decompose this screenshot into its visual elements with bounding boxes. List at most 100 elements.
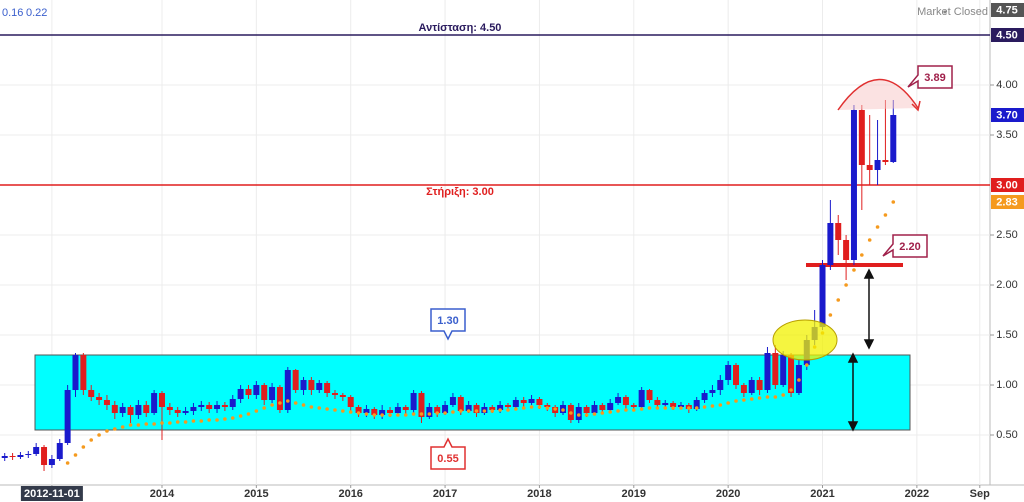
ma-dot bbox=[836, 298, 841, 302]
top-arc bbox=[837, 78, 919, 111]
candle-body bbox=[607, 403, 614, 410]
ma-dot bbox=[482, 409, 487, 413]
candle-body bbox=[347, 397, 354, 407]
candle-body bbox=[111, 405, 118, 413]
price-badge-label: 3.00 bbox=[996, 179, 1017, 191]
ma-dot bbox=[844, 283, 848, 287]
candle-body bbox=[379, 410, 386, 415]
candle-body bbox=[166, 407, 173, 410]
ma-dot bbox=[726, 401, 730, 405]
ma-dot bbox=[325, 407, 329, 411]
ma-dot bbox=[207, 418, 211, 422]
callout-box bbox=[430, 308, 466, 341]
candle-body bbox=[599, 405, 606, 410]
candle-body bbox=[465, 405, 472, 411]
y-tick-label: 1.50 bbox=[996, 329, 1017, 341]
ma-dot bbox=[309, 405, 314, 409]
market-status: Market Closed bbox=[917, 6, 988, 18]
ma-dot bbox=[278, 401, 282, 405]
candle-body bbox=[701, 393, 708, 400]
ma-dot bbox=[396, 413, 400, 417]
candle-body bbox=[693, 400, 700, 409]
ma-dot bbox=[285, 399, 290, 403]
x-tick-label: 2020 bbox=[716, 488, 740, 500]
candle-body bbox=[646, 390, 653, 400]
candle-body bbox=[402, 407, 409, 410]
candle-body bbox=[725, 365, 732, 380]
x-tick-label: 2021 bbox=[810, 488, 834, 500]
price-badge bbox=[991, 108, 1024, 122]
ma-dot bbox=[246, 412, 251, 416]
ma-dot bbox=[348, 410, 353, 414]
ma-dot bbox=[537, 405, 542, 409]
candle-body bbox=[662, 403, 669, 405]
ma-dot bbox=[498, 408, 502, 412]
candle-body bbox=[512, 400, 519, 407]
ma-dot bbox=[765, 395, 770, 399]
ma-dot bbox=[624, 408, 628, 412]
candle-body bbox=[56, 443, 63, 459]
candle-body bbox=[33, 447, 40, 454]
ma-dot bbox=[293, 401, 298, 405]
ma-dot bbox=[89, 438, 94, 442]
candle-body bbox=[135, 405, 142, 415]
ma-dot bbox=[718, 403, 723, 407]
arrows bbox=[847, 268, 875, 432]
ma-dot bbox=[514, 407, 518, 411]
ma-dot bbox=[388, 413, 392, 417]
candle-body bbox=[615, 397, 622, 403]
ma-dot bbox=[608, 410, 612, 414]
candle-body bbox=[316, 383, 323, 390]
y-tick-label: 2.00 bbox=[996, 279, 1017, 291]
ma-dot bbox=[742, 398, 746, 402]
ma-dot bbox=[81, 445, 86, 449]
candle-body bbox=[339, 395, 346, 397]
y-tick-label: 1.00 bbox=[996, 379, 1017, 391]
ma-dot bbox=[97, 433, 101, 437]
y-tick-label: 0.50 bbox=[996, 429, 1017, 441]
price-badge bbox=[991, 195, 1024, 209]
candle-body bbox=[1, 456, 8, 458]
ma-dot bbox=[411, 412, 416, 416]
candle-body bbox=[418, 393, 425, 417]
candle-body bbox=[269, 387, 276, 400]
ma-dot bbox=[403, 413, 408, 417]
candle-body bbox=[284, 370, 291, 410]
ma-dot bbox=[561, 408, 565, 412]
header-value: 0.16 bbox=[2, 7, 23, 19]
ma-dot bbox=[73, 453, 78, 457]
candle-body bbox=[780, 355, 787, 385]
ma-dot bbox=[631, 408, 636, 412]
ma-dot bbox=[364, 412, 369, 416]
candle-body bbox=[276, 387, 283, 410]
candle-body bbox=[827, 223, 834, 265]
ma-dot bbox=[152, 422, 156, 426]
ma-dot bbox=[655, 406, 660, 410]
highlight-ellipse bbox=[772, 319, 838, 361]
ma-dot bbox=[710, 404, 715, 408]
zone bbox=[34, 354, 911, 431]
price-badge bbox=[991, 178, 1024, 192]
candle-body bbox=[622, 397, 629, 405]
candle-body bbox=[449, 397, 456, 405]
candle-body bbox=[25, 454, 32, 455]
candle-body bbox=[371, 409, 378, 415]
ma-dot bbox=[144, 422, 149, 426]
candle-body bbox=[103, 400, 110, 405]
ma-dot bbox=[301, 403, 306, 407]
ma-dot bbox=[860, 253, 864, 257]
price-badge-label: 4.75 bbox=[996, 4, 1017, 16]
candle-body bbox=[772, 353, 779, 385]
ma-dot bbox=[553, 407, 557, 411]
candle-body bbox=[654, 400, 661, 405]
candle-body bbox=[819, 265, 826, 327]
ma-dot bbox=[773, 395, 778, 399]
candle-body bbox=[434, 407, 441, 413]
ma-dot bbox=[852, 268, 856, 272]
callout-label: 2.20 bbox=[899, 241, 920, 253]
price-badge bbox=[991, 3, 1024, 17]
status-dot bbox=[943, 10, 947, 14]
ma-dot bbox=[584, 413, 589, 417]
arrow-heads bbox=[847, 352, 859, 432]
